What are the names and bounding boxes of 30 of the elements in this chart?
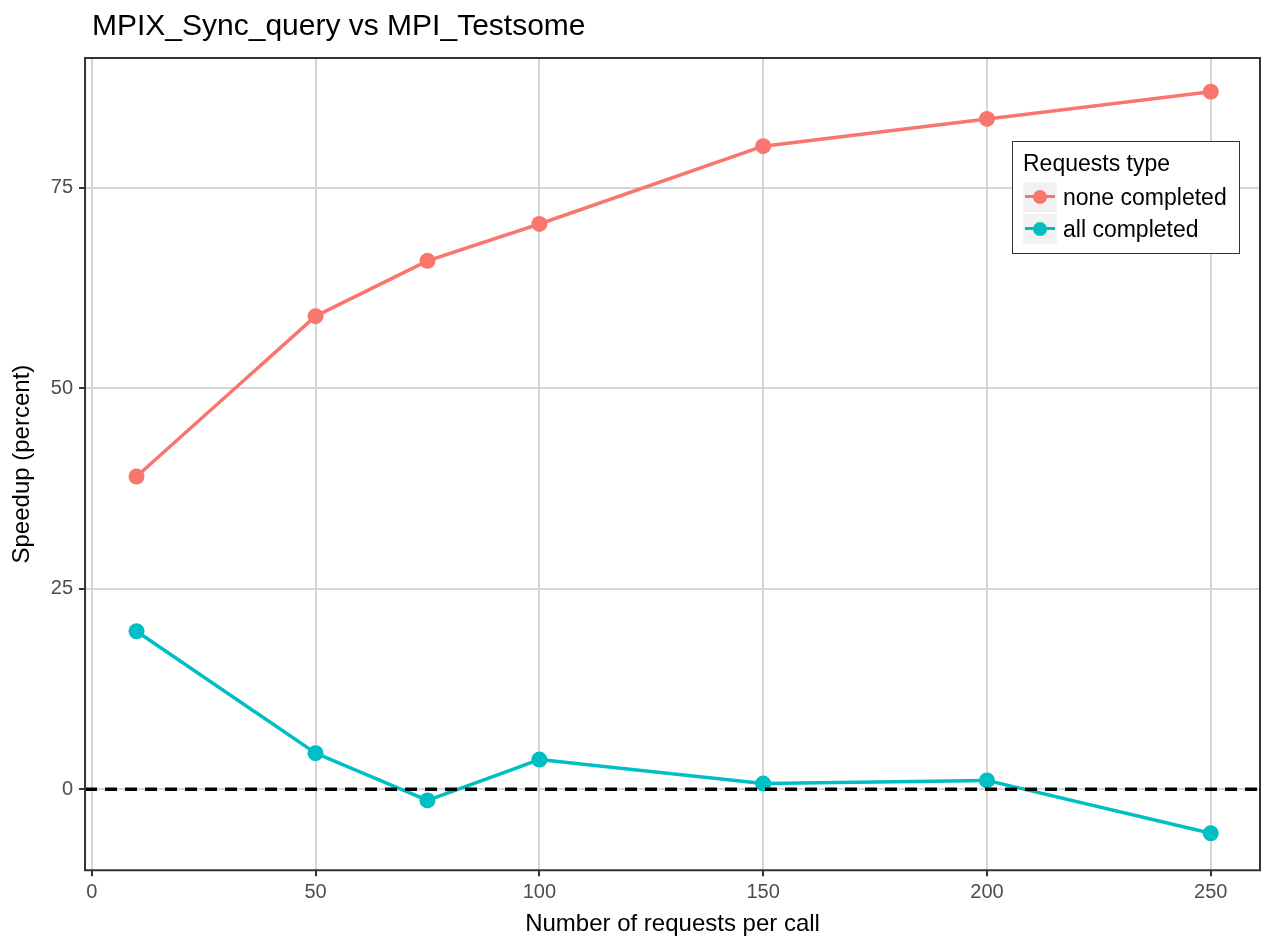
legend-label: all completed [1063, 215, 1199, 243]
point [419, 252, 436, 269]
x-tick-label: 250 [1194, 879, 1228, 902]
x-tick-label: 200 [970, 879, 1004, 902]
legend-title: Requests type [1023, 150, 1172, 177]
point [128, 623, 145, 640]
x-tick-label: 150 [746, 879, 780, 902]
point [1202, 825, 1219, 842]
y-tick-label: 0 [61, 776, 74, 799]
point [531, 215, 548, 232]
point [531, 751, 548, 768]
point [978, 772, 995, 789]
point [755, 775, 772, 792]
point [307, 308, 324, 325]
chart-title: MPIX_Sync_query vs MPI_Testsome [92, 8, 586, 42]
x-tick-label: 0 [86, 879, 98, 902]
point [755, 138, 772, 155]
y-tick-label: 25 [50, 576, 74, 599]
point [978, 110, 995, 127]
y-tick-label: 75 [50, 175, 74, 198]
point [419, 792, 436, 809]
x-axis-title: Number of requests per call [525, 909, 820, 937]
y-axis-title: Speedup (percent) [7, 364, 35, 564]
point [1202, 83, 1219, 100]
y-tick-label: 50 [50, 375, 74, 398]
point [128, 468, 145, 485]
x-tick-label: 100 [522, 879, 557, 902]
legend-label: none completed [1063, 183, 1227, 211]
point [307, 745, 324, 762]
x-tick-label: 50 [304, 879, 327, 902]
